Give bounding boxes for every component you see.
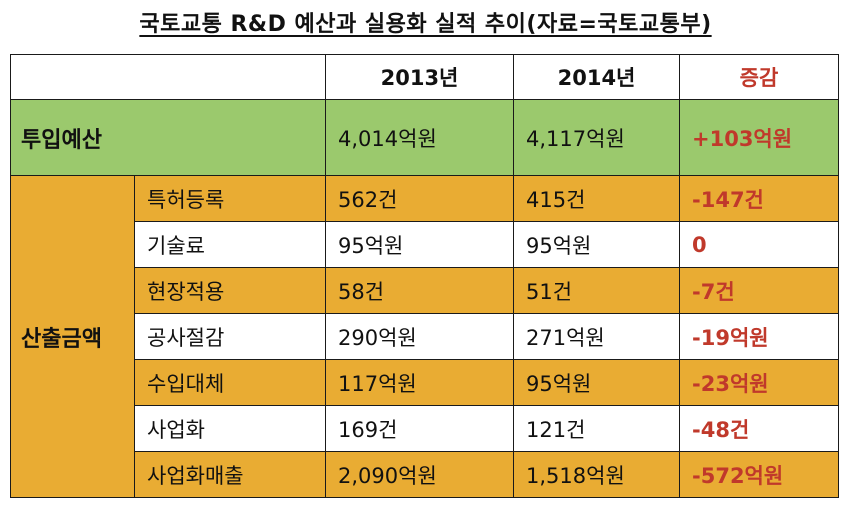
- row-item: 사업화매출: [134, 451, 326, 498]
- row-2013: 169건: [325, 405, 514, 452]
- row-change: -19억원: [679, 313, 839, 360]
- row-change: -23억원: [679, 359, 839, 406]
- table-row: 수입대체 117억원 95억원 -23억원: [11, 359, 839, 406]
- row-2013: 95억원: [325, 221, 514, 268]
- row-item: 사업화: [134, 405, 326, 452]
- table-row: 사업화 169건 121건 -48건: [11, 405, 839, 452]
- budget-2013: 4,014억원: [325, 99, 514, 176]
- row-item: 현장적용: [134, 267, 326, 314]
- row-2014: 51건: [513, 267, 680, 314]
- row-2013: 562건: [325, 175, 514, 222]
- row-change: -572억원: [679, 451, 839, 498]
- table-row: 공사절감 290억원 271억원 -19억원: [11, 313, 839, 360]
- row-change: -48건: [679, 405, 839, 452]
- row-item: 공사절감: [134, 313, 326, 360]
- row-2013: 290억원: [325, 313, 514, 360]
- row-2014: 95억원: [513, 221, 680, 268]
- row-change: -7건: [679, 267, 839, 314]
- row-item: 특허등록: [134, 175, 326, 222]
- row-2014: 415건: [513, 175, 680, 222]
- table-row: 현장적용 58건 51건 -7건: [11, 267, 839, 314]
- header-change: 증감: [679, 54, 839, 100]
- budget-row: 투입예산 4,014억원 4,117억원 +103억원: [10, 99, 839, 176]
- row-change: 0: [679, 221, 839, 268]
- budget-2014: 4,117억원: [513, 99, 680, 176]
- table-row: 산출금액 특허등록 562건 415건 -147건: [10, 175, 839, 498]
- table-row: 기술료 95억원 95억원 0: [11, 221, 839, 268]
- row-2014: 121건: [513, 405, 680, 452]
- budget-change: +103억원: [679, 99, 839, 176]
- row-2013: 58건: [325, 267, 514, 314]
- rd-budget-table: 2013년 2014년 증감 투입예산 4,014억원 4,117억원 +103…: [10, 54, 839, 498]
- row-item: 기술료: [134, 221, 326, 268]
- page-title: 국토교통 R&D 예산과 실용화 실적 추이(자료=국토교통부): [139, 12, 712, 37]
- row-2013: 117억원: [325, 359, 514, 406]
- row-2014: 95억원: [513, 359, 680, 406]
- row-item: 수입대체: [134, 359, 326, 406]
- row-2014: 271억원: [513, 313, 680, 360]
- header-2013: 2013년: [325, 54, 514, 100]
- output-group-label: 산출금액: [10, 175, 135, 498]
- header-empty-cell: [10, 54, 326, 100]
- row-2014: 1,518억원: [513, 451, 680, 498]
- header-2014: 2014년: [513, 54, 680, 100]
- table-row: 사업화매출 2,090억원 1,518억원 -572억원: [11, 451, 839, 498]
- header-row: 2013년 2014년 증감: [10, 54, 839, 100]
- budget-label: 투입예산: [10, 99, 326, 176]
- row-2013: 2,090억원: [325, 451, 514, 498]
- row-change: -147건: [679, 175, 839, 222]
